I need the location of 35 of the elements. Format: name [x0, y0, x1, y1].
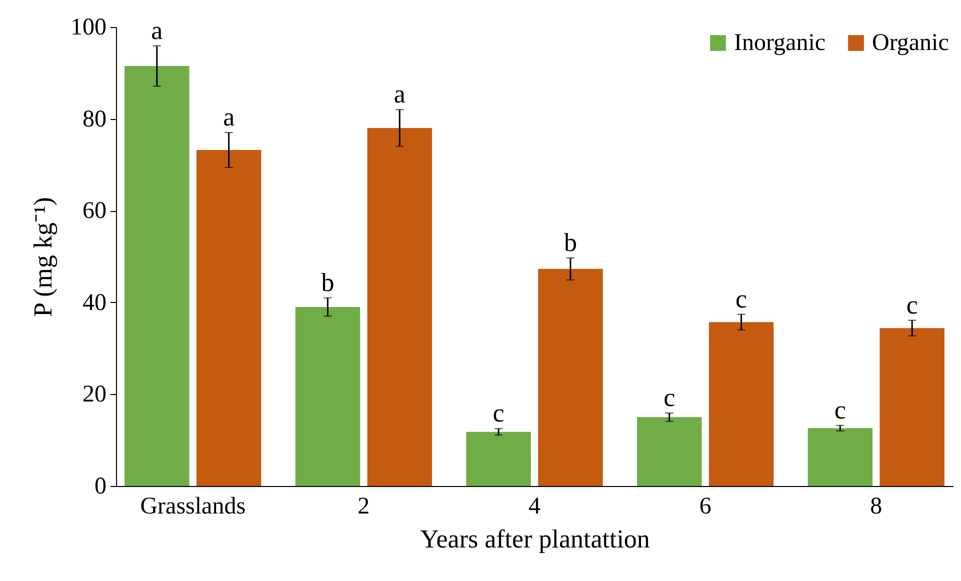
y-tick-label: 40	[82, 290, 106, 316]
bar	[880, 328, 944, 486]
x-axis-title: Years after plantattion	[420, 524, 650, 554]
y-tick-label: 60	[82, 198, 106, 224]
x-tick-label: 6	[699, 494, 712, 520]
bar	[538, 268, 603, 486]
bar	[124, 66, 190, 486]
bar	[636, 417, 702, 486]
annotation: a	[151, 16, 164, 45]
x-tick-label: Grasslands	[140, 494, 246, 520]
bar	[808, 428, 873, 486]
y-axis-title: P (mg kg⁻¹)	[28, 197, 58, 317]
y-tick-label: 100	[70, 14, 106, 40]
bar	[466, 432, 531, 486]
y-tick-label: 20	[82, 382, 106, 408]
bar	[367, 128, 432, 486]
x-tick-label: 8	[870, 494, 882, 520]
legend-label: Organic	[872, 30, 949, 56]
annotation: c	[834, 395, 846, 424]
bar	[196, 150, 262, 486]
x-tick-label: 2	[358, 494, 370, 520]
legend-label: Inorganic	[734, 30, 826, 56]
annotation: a	[223, 102, 236, 132]
annotation: b	[564, 228, 577, 257]
x-tick-label: 4	[528, 494, 540, 520]
bar	[295, 306, 360, 486]
annotation: b	[321, 268, 334, 297]
annotation: c	[736, 284, 748, 314]
y-tick-label: 0	[94, 474, 106, 500]
bar	[708, 322, 774, 486]
annotation: c	[664, 383, 676, 412]
y-tick-label: 80	[82, 106, 106, 132]
annotation: c	[906, 290, 918, 320]
annotation: c	[492, 398, 504, 428]
annotation: a	[394, 80, 406, 109]
